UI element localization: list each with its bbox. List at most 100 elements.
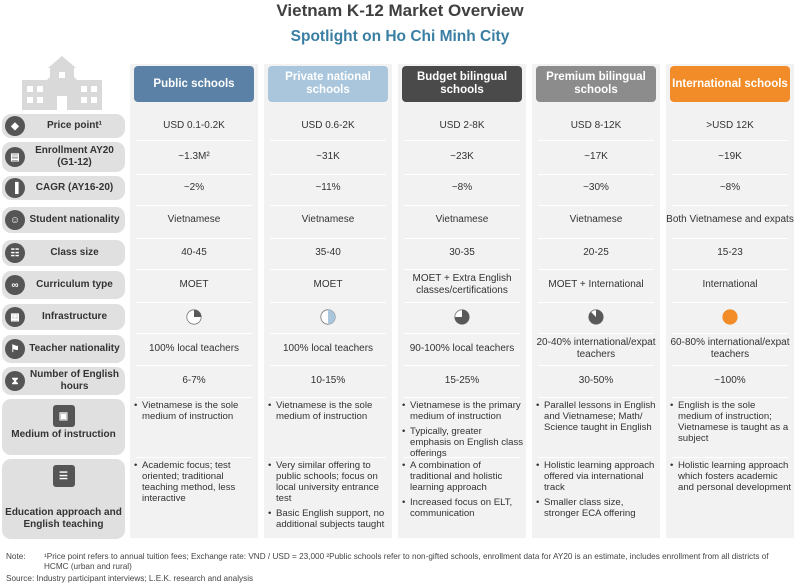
row-label-text: Curriculum type bbox=[36, 279, 113, 290]
column-header: Premium bilingual schools bbox=[536, 66, 656, 102]
column-header: International schools bbox=[670, 66, 790, 102]
cell-english-hours: 6-7% bbox=[182, 375, 206, 386]
row-label-text: Student nationality bbox=[29, 214, 120, 225]
infrastructure-harvey-ball bbox=[588, 309, 604, 325]
row-divider bbox=[538, 333, 654, 334]
teacher-board-icon: ▣ bbox=[52, 405, 75, 427]
bullet-item: Vietnamese is the primary medium of inst… bbox=[402, 400, 524, 422]
bullet-list-medium: Vietnamese is the sole medium of instruc… bbox=[134, 400, 256, 426]
row-divider bbox=[136, 397, 252, 398]
row-divider bbox=[404, 269, 520, 270]
books-icon: ☰ bbox=[52, 465, 75, 487]
infrastructure-harvey-ball bbox=[454, 309, 470, 325]
row-label-text: Medium of instruction bbox=[11, 429, 116, 440]
cell-curriculum: MOET + Extra English classes/certificati… bbox=[412, 273, 512, 296]
price-tag-icon: ◆ bbox=[5, 116, 25, 136]
bullet-list-medium: Vietnamese is the primary medium of inst… bbox=[402, 400, 524, 463]
column-background bbox=[666, 64, 794, 538]
cell-enrollment: ~19K bbox=[718, 151, 742, 162]
row-divider bbox=[538, 397, 654, 398]
bullet-item: Parallel lessons in English and Vietname… bbox=[536, 400, 658, 433]
cell-price: USD 0.1-0.2K bbox=[163, 120, 225, 131]
cell-enrollment: ~17K bbox=[584, 151, 608, 162]
cell-curriculum: MOET + International bbox=[548, 279, 644, 290]
cell-nationality: Vietnamese bbox=[301, 214, 355, 225]
column-background bbox=[532, 64, 660, 538]
row-divider bbox=[270, 397, 386, 398]
column-background bbox=[398, 64, 526, 538]
cell-curriculum: MOET bbox=[179, 279, 209, 290]
row-divider bbox=[270, 140, 386, 141]
cell-teacher: 100% local teachers bbox=[148, 343, 240, 354]
row-divider bbox=[404, 238, 520, 239]
cell-teacher: 100% local teachers bbox=[282, 343, 374, 354]
bullet-item: English is the sole medium of instructio… bbox=[670, 400, 792, 444]
cell-enrollment: ~1.3M² bbox=[178, 151, 210, 162]
bullet-item: A combination of traditional and holisti… bbox=[402, 460, 524, 493]
cell-english-hours: 30-50% bbox=[578, 375, 614, 386]
row-divider bbox=[672, 140, 788, 141]
cell-english-hours: ~100% bbox=[714, 375, 746, 386]
bullet-list-approach: Academic focus; test oriented; tradition… bbox=[134, 460, 256, 508]
row-label-class-size: ☷ Class size bbox=[2, 240, 125, 266]
bullet-item: Holistic learning approach offered via i… bbox=[536, 460, 658, 493]
cell-curriculum: MOET bbox=[313, 279, 343, 290]
column-background bbox=[130, 64, 258, 538]
group-icon: ☷ bbox=[5, 243, 25, 263]
row-divider bbox=[672, 397, 788, 398]
cell-teacher: 90-100% local teachers bbox=[409, 343, 515, 354]
infrastructure-harvey-ball bbox=[186, 309, 202, 325]
row-label-text: Enrollment AY20 (G1-12) bbox=[35, 145, 114, 168]
row-divider bbox=[538, 205, 654, 206]
cell-nationality: Vietnamese bbox=[569, 214, 623, 225]
row-label-curriculum: ∞ Curriculum type bbox=[2, 271, 125, 299]
row-divider bbox=[404, 397, 520, 398]
row-label-enrollment: ▤ Enrollment AY20 (G1-12) bbox=[2, 142, 125, 172]
bullet-list-approach: Very similar offering to public schools;… bbox=[268, 460, 390, 534]
cell-class-size: 35-40 bbox=[315, 247, 341, 258]
cell-price: USD 0.6-2K bbox=[301, 120, 355, 131]
row-divider bbox=[404, 365, 520, 366]
column-header: Budget bilingual schools bbox=[402, 66, 522, 102]
bullet-item: Vietnamese is the sole medium of instruc… bbox=[268, 400, 390, 422]
bullet-item: Holistic learning approach which fosters… bbox=[670, 460, 792, 493]
row-divider bbox=[136, 269, 252, 270]
row-divider bbox=[538, 140, 654, 141]
row-label-nationality: ☺ Student nationality bbox=[2, 207, 125, 233]
note-text: ¹Price point refers to annual tuition fe… bbox=[44, 552, 769, 571]
row-divider bbox=[270, 174, 386, 175]
row-divider bbox=[270, 205, 386, 206]
bullet-item: Vietnamese is the sole medium of instruc… bbox=[134, 400, 256, 422]
row-label-text: Teacher nationality bbox=[29, 343, 120, 354]
row-divider bbox=[270, 269, 386, 270]
bullet-item: Smaller class size, stronger ECA offerin… bbox=[536, 497, 658, 519]
row-divider bbox=[270, 333, 386, 334]
row-divider bbox=[136, 302, 252, 303]
row-divider bbox=[136, 333, 252, 334]
row-divider bbox=[136, 457, 252, 458]
cell-nationality: Both Vietnamese and expats bbox=[666, 214, 794, 225]
row-divider bbox=[538, 365, 654, 366]
page-title: Vietnam K-12 Market Overview bbox=[276, 1, 524, 20]
column-header: Public schools bbox=[134, 66, 254, 102]
row-divider bbox=[538, 174, 654, 175]
bar-chart-icon: ▐ bbox=[5, 178, 25, 198]
cell-cagr: ~8% bbox=[719, 182, 741, 193]
footnote: Note: ¹Price point refers to annual tuiti… bbox=[6, 552, 796, 572]
cell-teacher: 20-40% international/expat teachers bbox=[536, 337, 656, 360]
chain-icon: ∞ bbox=[5, 275, 25, 295]
cell-curriculum: International bbox=[702, 279, 758, 290]
row-divider bbox=[136, 140, 252, 141]
cell-price: >USD 12K bbox=[706, 120, 754, 131]
cell-enrollment: ~31K bbox=[316, 151, 340, 162]
row-label-text: Number of English hours bbox=[30, 369, 119, 392]
bullet-list-approach: A combination of traditional and holisti… bbox=[402, 460, 524, 523]
row-divider bbox=[672, 269, 788, 270]
bullet-item: Typically, greater emphasis on English c… bbox=[402, 426, 524, 459]
row-divider bbox=[404, 140, 520, 141]
row-label-approach: ☰ Education approach and English teaching bbox=[2, 459, 125, 539]
row-divider bbox=[136, 174, 252, 175]
row-divider bbox=[136, 238, 252, 239]
cell-class-size: 40-45 bbox=[181, 247, 207, 258]
cell-nationality: Vietnamese bbox=[167, 214, 221, 225]
